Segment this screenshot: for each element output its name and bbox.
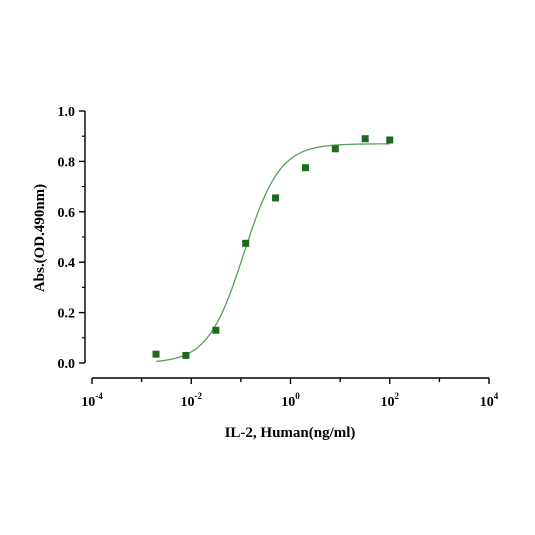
data-point bbox=[331, 145, 339, 153]
data-point bbox=[301, 164, 309, 172]
y-tick-label: 0.8 bbox=[58, 155, 76, 170]
data-point bbox=[386, 136, 394, 144]
data-point bbox=[152, 350, 160, 358]
y-tick-label: 1.0 bbox=[58, 105, 76, 120]
x-tick-label: 102 bbox=[381, 391, 400, 410]
x-axis-title: IL-2, Human(ng/ml) bbox=[225, 425, 356, 441]
fit-curve-line bbox=[155, 143, 390, 363]
y-tick-label: 0.2 bbox=[58, 307, 76, 322]
y-tick-label: 0.4 bbox=[58, 256, 76, 271]
data-point bbox=[242, 239, 250, 247]
y-tick-label: 0.0 bbox=[58, 357, 76, 372]
data-point bbox=[361, 135, 369, 143]
y-axis-title: Abs.(OD.490nm) bbox=[32, 184, 48, 292]
x-tick-label: 100 bbox=[281, 391, 300, 410]
x-tick-label: 10-4 bbox=[81, 391, 103, 410]
data-point bbox=[182, 351, 190, 359]
data-point bbox=[272, 194, 280, 202]
plot-area: 0.0 0.2 0.4 0.6 0.8 1.0 10-4 10-2 100 102 104 bbox=[58, 105, 499, 410]
x-tick-label: 104 bbox=[480, 391, 499, 410]
data-point bbox=[212, 326, 220, 334]
y-tick-label: 0.6 bbox=[58, 206, 76, 221]
x-tick-label: 10-2 bbox=[181, 391, 203, 410]
